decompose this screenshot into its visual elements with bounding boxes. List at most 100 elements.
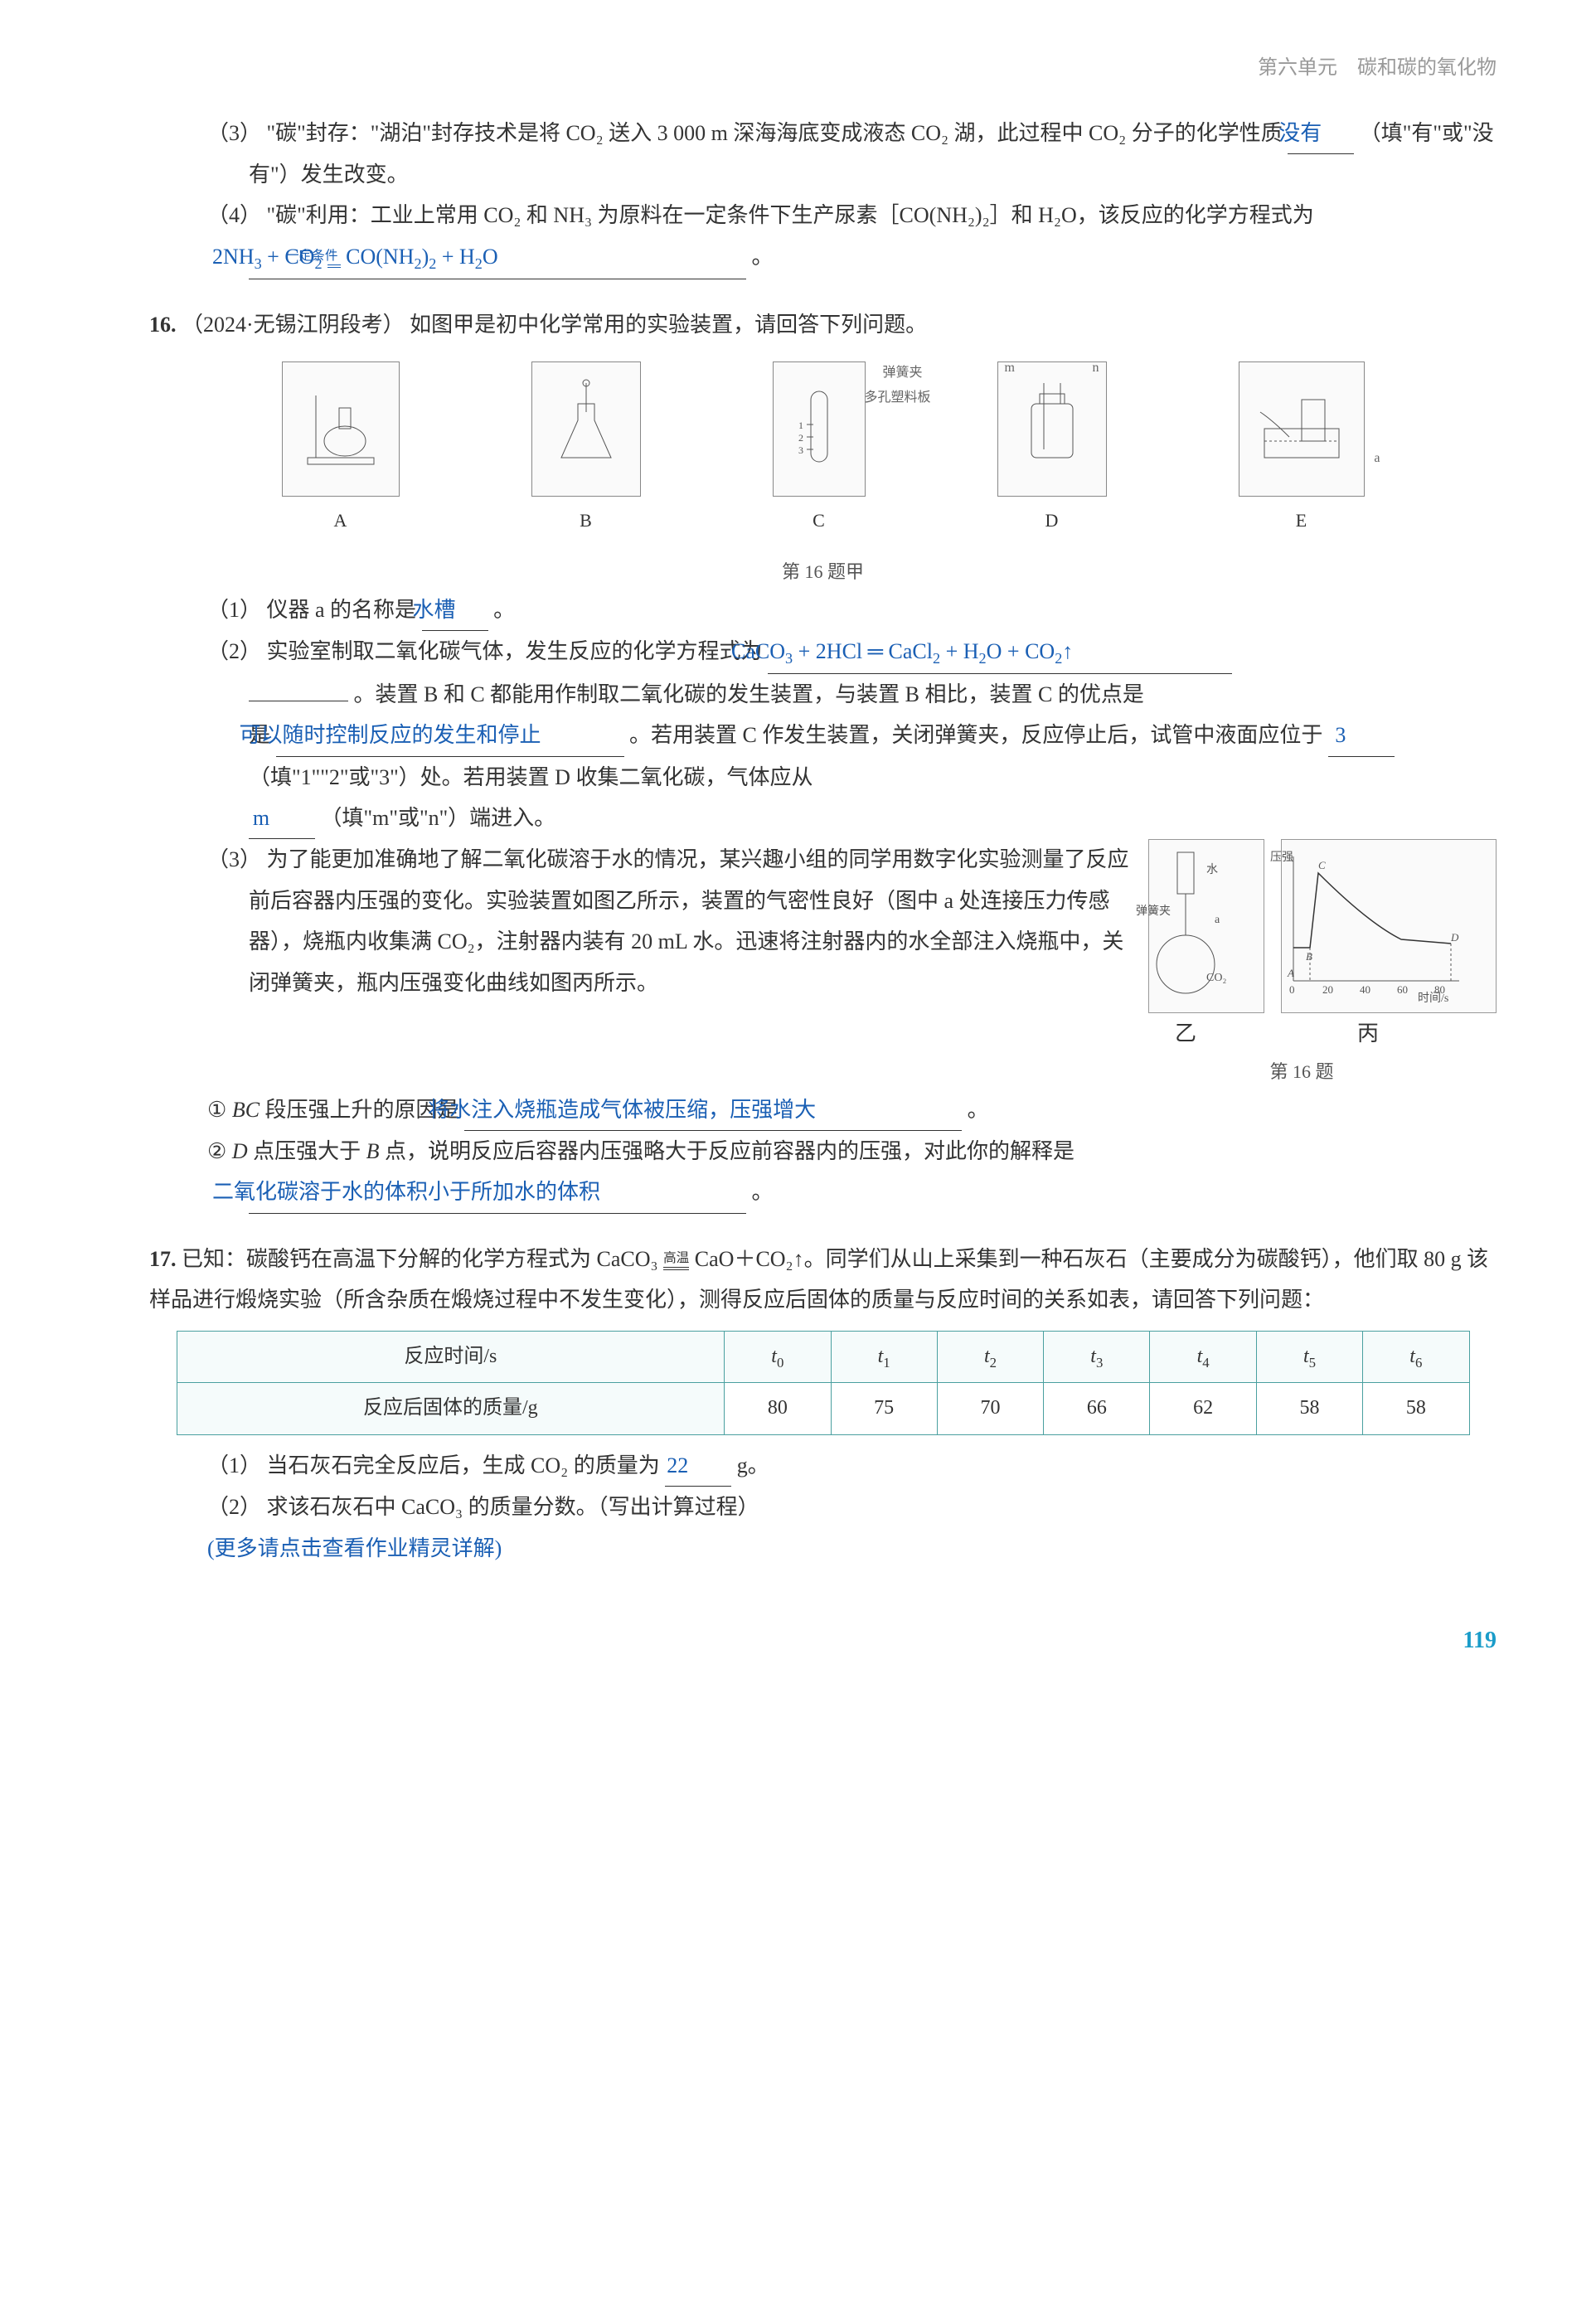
q16-3-2-prefix: ② bbox=[207, 1139, 226, 1163]
col-t4: t4 bbox=[1150, 1331, 1256, 1383]
q17-1-text-b: g。 bbox=[737, 1453, 769, 1477]
cell-v2: 70 bbox=[937, 1383, 1043, 1435]
svg-text:80: 80 bbox=[1434, 983, 1445, 996]
apparatus-E: a E bbox=[1239, 361, 1365, 538]
q16-3-1-text: BC 段压强上升的原因是 bbox=[232, 1098, 459, 1122]
apparatus-A-icon bbox=[282, 361, 400, 497]
svg-text:0: 0 bbox=[1289, 983, 1295, 996]
fig-yi-icon: 水 弹簧夹 a CO₂ bbox=[1148, 839, 1264, 1013]
q16-2-prefix: （2） bbox=[207, 639, 261, 663]
q16-stem: 如图甲是初中化学常用的实验装置，请回答下列问题。 bbox=[410, 313, 927, 337]
q16-3-1-answer: 将水注入烧瓶造成气体被压缩，压强增大 bbox=[428, 1098, 816, 1122]
apparatus-D: m n D bbox=[997, 361, 1107, 538]
q15-4-blank: 2NH3 + CO2 一定条件 CO(NH2)2 + H2O bbox=[249, 236, 746, 279]
label-A: A bbox=[282, 503, 400, 538]
row-mass-label: 反应后固体的质量/g bbox=[177, 1383, 725, 1435]
pressure-chart: 压强 时间/s 0 20 40 60 80 A bbox=[1281, 839, 1497, 1013]
col-time: 反应时间/s bbox=[177, 1331, 725, 1383]
q17-number: 17. bbox=[149, 1247, 177, 1271]
fig-yi: 水 弹簧夹 a CO₂ 乙 bbox=[1148, 839, 1264, 1054]
q15-4-answer-rhs: CO(NH2)2 + H2O bbox=[346, 245, 498, 269]
q16-3-figs: 水 弹簧夹 a CO₂ 乙 bbox=[1148, 839, 1497, 1089]
gas-bottle-icon bbox=[1015, 379, 1089, 470]
q16-3-1-blank: 将水注入烧瓶造成气体被压缩，压强增大 bbox=[464, 1089, 962, 1131]
q17-eqline2 bbox=[663, 1269, 689, 1270]
col-t3: t3 bbox=[1044, 1331, 1150, 1383]
cell-v4: 62 bbox=[1150, 1383, 1256, 1435]
q15-3-prefix: （3） bbox=[207, 121, 261, 145]
spring-clip-label: 弹簧夹 bbox=[882, 361, 922, 386]
q16-1-prefix: （1） bbox=[207, 598, 261, 622]
svg-text:C: C bbox=[1318, 859, 1326, 871]
q16-stem-line: 16. （2024·无锡江阴段考） 如图甲是初中化学常用的实验装置，请回答下列问… bbox=[149, 304, 1497, 345]
apparatus-C-icon: 弹簧夹 多孔塑料板 123 bbox=[773, 361, 866, 497]
q17-part1: （1） 当石灰石完全反应后，生成 CO₂ 的质量为 22 g。 bbox=[207, 1445, 1497, 1487]
unit-label: 第六单元 bbox=[1258, 57, 1337, 79]
erlenmeyer-icon bbox=[549, 379, 623, 470]
svg-text:A: A bbox=[1287, 967, 1294, 979]
fig-yi-label: 乙 bbox=[1148, 1013, 1264, 1054]
q16-2-blank3: 3 bbox=[1328, 715, 1395, 756]
q16-1-text: 仪器 a 的名称是 bbox=[267, 598, 417, 622]
question-15-continued: （3） "碳"封存："湖泊"封存技术是将 CO₂ 送入 3 000 m 深海海底… bbox=[149, 113, 1497, 279]
a-label: a bbox=[1374, 446, 1380, 471]
cell-v1: 75 bbox=[831, 1383, 937, 1435]
label-C: C bbox=[773, 503, 866, 538]
q15-3-text-a: "碳"封存："湖泊"封存技术是将 CO₂ 送入 3 000 m 深海海底变成液态… bbox=[267, 121, 1283, 145]
q16-part3: （3） 为了能更加准确地了解二氧化碳溶于水的情况，某兴趣小组的同学用数字化实验测… bbox=[207, 839, 1497, 1213]
q16-2-blank1: CaCO3 + 2HCl ═ CaCl2 + H2O + CO2↑ bbox=[768, 631, 1232, 674]
svg-text:2: 2 bbox=[798, 432, 803, 444]
apparatus-B-icon bbox=[531, 361, 641, 497]
label-E: E bbox=[1239, 503, 1365, 538]
q16-3-sub1: ① BC 段压强上升的原因是 将水注入烧瓶造成气体被压缩，压强增大 。 bbox=[249, 1089, 1497, 1131]
q16-2-blank4: m bbox=[249, 798, 315, 839]
q17-more-link[interactable]: (更多请点击查看作业精灵详解) bbox=[207, 1536, 502, 1560]
svg-text:20: 20 bbox=[1322, 983, 1333, 996]
q16-2-text-c: 。若用装置 C 作发生装置，关闭弹簧夹，反应停止后，试管中液面应位于 bbox=[629, 723, 1322, 747]
eq-line bbox=[327, 264, 341, 265]
n-label: n bbox=[1093, 356, 1099, 381]
q15-4-prefix: （4） bbox=[207, 203, 261, 227]
q16-2-answer4: m bbox=[253, 806, 269, 830]
q15-3-blank: 没有 bbox=[1288, 113, 1354, 154]
fig-bing: 压强 时间/s 0 20 40 60 80 A bbox=[1281, 839, 1497, 1054]
q17-part2: （2） 求该石灰石中 CaCO₃ 的质量分数。（写出计算过程） bbox=[207, 1487, 1497, 1527]
q17-2-text: 求该石灰石中 CaCO₃ 的质量分数。（写出计算过程） bbox=[267, 1495, 759, 1519]
q17-1-blank: 22 bbox=[665, 1445, 731, 1487]
water-trough-icon bbox=[1256, 379, 1347, 470]
q15-4-period: 。 bbox=[752, 245, 774, 269]
label-D: D bbox=[997, 503, 1107, 538]
svg-text:a: a bbox=[1215, 914, 1220, 926]
col-t1: t1 bbox=[831, 1331, 937, 1383]
q16-2-text-b: 。装置 B 和 C 都能用作制取二氧化碳的发生装置，与装置 B 相比，装置 C … bbox=[354, 682, 1144, 706]
cell-v6: 58 bbox=[1363, 1383, 1469, 1435]
svg-text:弹簧夹: 弹簧夹 bbox=[1136, 905, 1171, 918]
q16-3-2-answer: 二氧化碳溶于水的体积小于所加水的体积 bbox=[212, 1180, 600, 1204]
cell-v5: 58 bbox=[1256, 1383, 1362, 1435]
q17-cond-text: 高温 bbox=[663, 1252, 689, 1265]
col-t0: t0 bbox=[725, 1331, 831, 1383]
eq-line2 bbox=[327, 267, 341, 268]
q16-3-textcol: （3） 为了能更加准确地了解二氧化碳溶于水的情况，某兴趣小组的同学用数字化实验测… bbox=[249, 839, 1132, 1003]
apparatus-C: 弹簧夹 多孔塑料板 123 C bbox=[773, 361, 866, 538]
q17-1-answer: 22 bbox=[667, 1453, 688, 1477]
q16-3-wrap: （3） 为了能更加准确地了解二氧化碳溶于水的情况，某兴趣小组的同学用数字化实验测… bbox=[249, 839, 1497, 1089]
q17-stem-a: 已知：碳酸钙在高温下分解的化学方程式为 CaCO₃ bbox=[182, 1247, 658, 1271]
table-row-mass: 反应后固体的质量/g 80 75 70 66 62 58 58 bbox=[177, 1383, 1469, 1435]
q17-condition: 高温 bbox=[663, 1252, 689, 1270]
syringe-flask-icon: 水 弹簧夹 a CO₂ bbox=[1136, 848, 1235, 1006]
q15-3-answer: 没有 bbox=[1278, 121, 1322, 145]
page-header: 第六单元 碳和碳的氧化物 bbox=[149, 50, 1497, 88]
q16-number: 16. bbox=[149, 313, 177, 337]
q16-3-2-text: D 点压强大于 B 点，说明反应后容器内压强略大于反应前容器内的压强，对此你的解… bbox=[232, 1139, 1075, 1163]
q17-1-prefix: （1） bbox=[207, 1453, 261, 1477]
cell-v0: 80 bbox=[725, 1383, 831, 1435]
svg-text:B: B bbox=[1306, 950, 1312, 963]
m-label: m bbox=[1005, 356, 1015, 381]
label-B: B bbox=[531, 503, 641, 538]
q16-2-text-e: （填"m"或"n"）端进入。 bbox=[321, 806, 556, 830]
apparatus-D-icon: m n bbox=[997, 361, 1107, 497]
q17-stem: 17. 已知：碳酸钙在高温下分解的化学方程式为 CaCO₃ 高温 CaO＋CO₂… bbox=[149, 1239, 1497, 1321]
q15-4-text-a: "碳"利用：工业上常用 CO₂ 和 NH₃ 为原料在一定条件下生产尿素［CO(N… bbox=[267, 203, 1314, 227]
q16-3-text: 为了能更加准确地了解二氧化碳溶于水的情况，某兴趣小组的同学用数字化实验测量了反应… bbox=[249, 847, 1129, 994]
